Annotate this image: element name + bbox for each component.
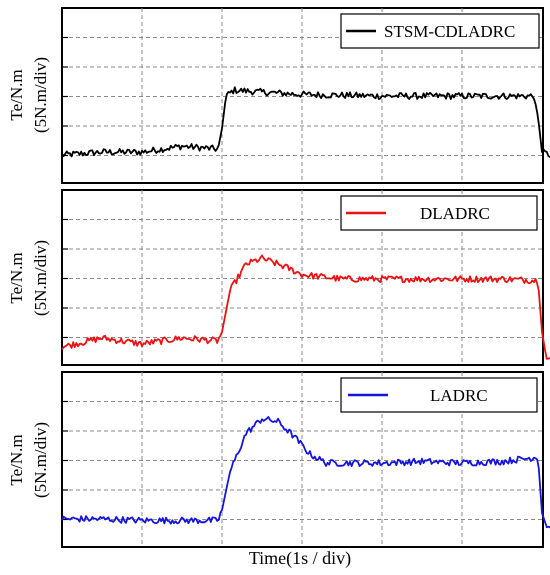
panel-2-trace	[61, 254, 550, 360]
panel-2-ylabel-unit: (5N.m/div)	[31, 240, 50, 316]
panel-3-legend: LADRC	[340, 377, 538, 413]
panel-1-legend: STSM-CDLADRC	[340, 13, 540, 49]
x-axis-label: Time(1s / div)	[249, 548, 351, 569]
panel-3-ylabel-unit: (5N.m/div)	[31, 422, 50, 498]
panel-1: STSM-CDLADRC Te/N.m (5N.m/div)	[7, 7, 550, 184]
panel-2-legend-label: DLADRC	[420, 204, 490, 223]
panel-3-legend-label: LADRC	[430, 386, 488, 405]
panel-3-legend-box	[340, 377, 538, 413]
panel-1-trace	[61, 86, 550, 158]
panel-2-ylabel: Te/N.m	[7, 252, 26, 303]
panel-2-legend-box	[340, 195, 538, 231]
panel-2-legend: DLADRC	[340, 195, 538, 231]
panel-3-trace	[61, 416, 550, 529]
panel-1-legend-label: STSM-CDLADRC	[384, 22, 515, 41]
panel-3-ylabel: Te/N.m	[7, 434, 26, 485]
panel-2: DLADRC Te/N.m (5N.m/div)	[7, 189, 550, 366]
panel-3: LADRC Te/N.m (5N.m/div)	[7, 371, 550, 548]
panel-1-ylabel: Te/N.m	[7, 69, 26, 120]
panel-1-ylabel-unit: (5N.m/div)	[31, 57, 50, 133]
